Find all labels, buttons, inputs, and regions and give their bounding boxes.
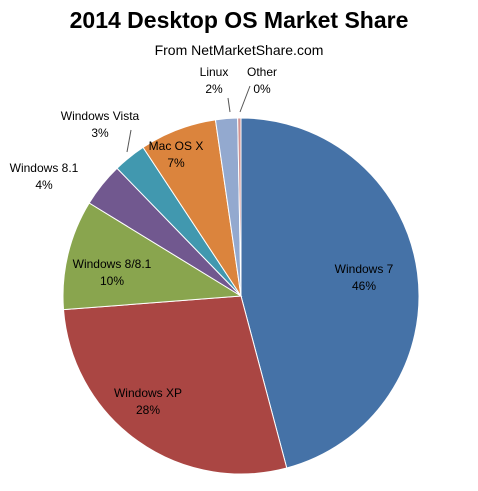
pie-slice-windows-8-8-1 xyxy=(62,202,243,311)
data-label-windows-7: Windows 7 46% xyxy=(335,262,394,293)
leader-line-linux xyxy=(227,97,231,113)
data-label-linux: Linux 2% xyxy=(200,65,229,96)
data-label-mac-os-x: Mac OS X 7% xyxy=(149,139,204,170)
pie-slice-windows-7 xyxy=(240,117,420,469)
leader-line-windows-vista xyxy=(126,129,132,153)
chart-subtitle: From NetMarketShare.com xyxy=(154,42,324,58)
chart-title: 2014 Desktop OS Market Share xyxy=(69,7,409,33)
pie-slice-windows-xp xyxy=(62,295,288,475)
pie-slice-other xyxy=(237,117,242,297)
data-label-windows-8-1: Windows 8.1 4% xyxy=(10,161,79,192)
data-label-windows-8-8-1: Windows 8/8.1 10% xyxy=(73,257,152,288)
data-label-other: Other 0% xyxy=(247,65,277,96)
data-label-windows-vista: Windows Vista 3% xyxy=(61,109,140,140)
leader-line-other xyxy=(239,85,251,113)
data-label-windows-xp: Windows XP 28% xyxy=(114,386,182,417)
